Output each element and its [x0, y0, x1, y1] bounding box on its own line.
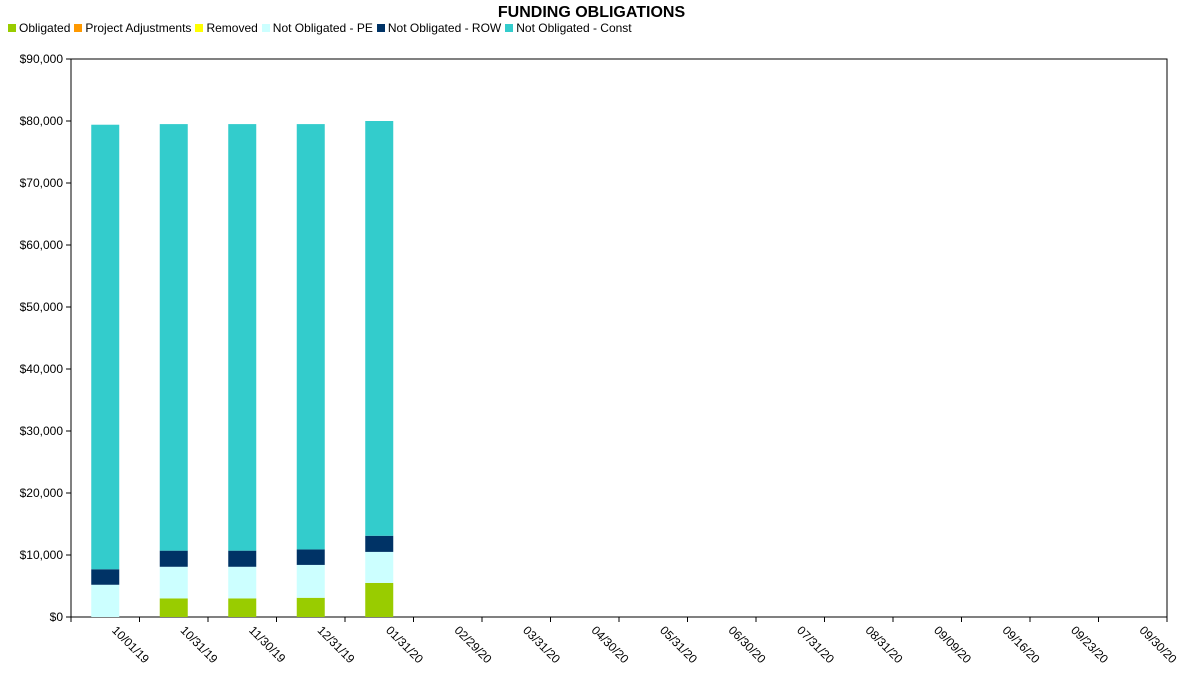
x-tick-label: 07/31/20: [794, 623, 837, 666]
bar-segment: [296, 597, 325, 617]
x-tick-label: 03/31/20: [520, 623, 563, 666]
y-tick-label: $80,000: [20, 114, 64, 128]
legend-swatch: [505, 24, 514, 32]
x-tick-label: 05/31/20: [657, 623, 700, 666]
legend-swatch: [261, 24, 270, 32]
bar-segment: [228, 124, 257, 551]
y-tick-label: $40,000: [20, 362, 64, 376]
bar-segment: [365, 582, 394, 617]
bar-segment: [365, 551, 394, 583]
chart-title: FUNDING OBLIGATIONS: [497, 4, 686, 21]
legend-label: Not Obligated - Const: [516, 21, 632, 35]
x-tick-label: 01/31/20: [383, 623, 426, 666]
legend-swatch: [8, 24, 16, 32]
legend-label: Project Adjustments: [85, 21, 192, 35]
legend-label: Obligated: [19, 21, 71, 35]
bar-segment: [296, 564, 325, 598]
bar-segment: [228, 598, 257, 617]
y-tick-label: $30,000: [20, 424, 64, 438]
bar-segment: [159, 550, 188, 567]
bar-segment: [159, 566, 188, 599]
bar-segment: [228, 566, 257, 599]
y-tick-label: $10,000: [20, 548, 64, 562]
legend-swatch: [74, 24, 83, 32]
y-tick-label: $50,000: [20, 300, 64, 314]
legend-item: Not Obligated - PE: [261, 21, 373, 35]
x-tick-label: 10/31/19: [178, 623, 221, 666]
legend-label: Not Obligated - ROW: [387, 21, 502, 35]
bar-segment: [91, 124, 120, 570]
bar-segment: [159, 124, 188, 551]
y-tick-label: $70,000: [20, 176, 64, 190]
x-tick-label: 02/29/20: [452, 623, 495, 666]
y-tick-label: $90,000: [20, 52, 64, 66]
legend-swatch: [376, 24, 385, 32]
x-tick-label: 06/30/20: [726, 623, 769, 666]
legend: Obligated Project Adjustments Removed Not O…: [8, 21, 636, 35]
bar-segment: [296, 549, 325, 565]
bar-segment: [228, 550, 257, 567]
x-tick-label: 09/16/20: [1000, 623, 1043, 666]
x-tick-label: 11/30/19: [246, 623, 289, 666]
x-tick-label: 09/30/20: [1137, 623, 1180, 666]
x-tick-label: 08/31/20: [863, 623, 906, 666]
x-tick-label: 10/01/19: [109, 623, 152, 666]
bar-segment: [91, 584, 120, 617]
legend-item: Project Adjustments: [74, 21, 191, 35]
bar-segment: [296, 124, 325, 550]
y-tick-label: $20,000: [20, 486, 64, 500]
legend-item: Not Obligated - ROW: [376, 21, 502, 35]
legend-swatch: [195, 24, 204, 32]
legend-item: Obligated: [8, 21, 70, 35]
x-tick-label: 09/23/20: [1068, 623, 1111, 666]
legend-item: Not Obligated - Const: [505, 21, 632, 35]
legend-item: Removed: [195, 21, 258, 35]
bar-segment: [91, 569, 120, 585]
y-tick-label: $60,000: [20, 238, 64, 252]
x-tick-label: 12/31/19: [315, 623, 358, 666]
x-tick-label: 09/09/20: [931, 623, 974, 666]
x-tick-label: 04/30/20: [589, 623, 632, 666]
bar-segment: [365, 121, 394, 536]
bar-segment: [159, 598, 188, 617]
bar-segment: [365, 535, 394, 552]
legend-label: Not Obligated - PE: [272, 21, 373, 35]
y-tick-label: $0: [50, 610, 64, 624]
legend-label: Removed: [206, 21, 258, 35]
